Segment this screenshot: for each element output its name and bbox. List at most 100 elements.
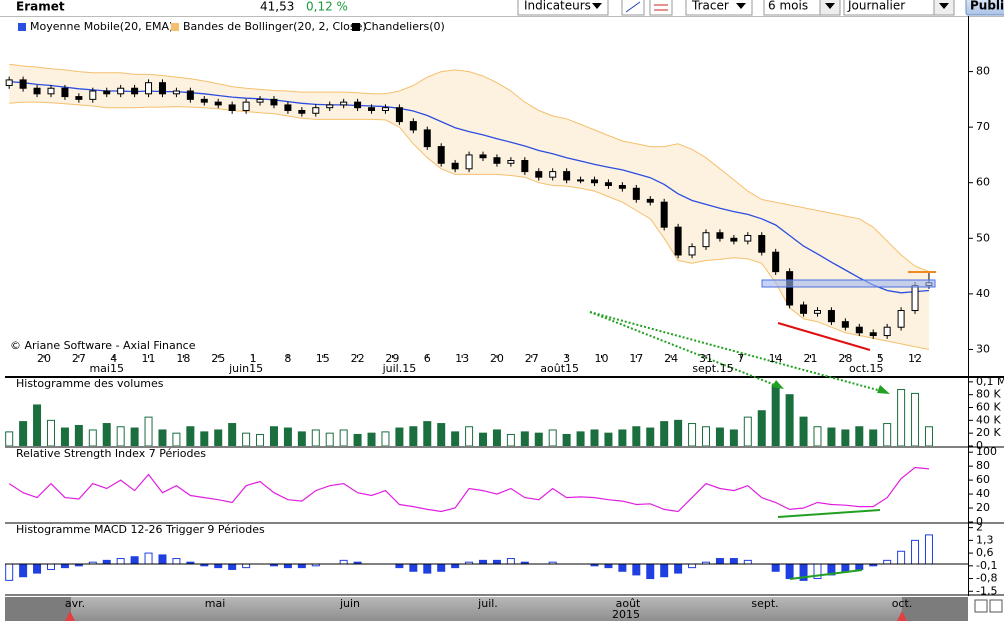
bar — [242, 563, 251, 569]
candle-body — [688, 246, 696, 256]
candle-body — [521, 159, 529, 173]
candle-body — [897, 310, 905, 328]
bar — [423, 421, 432, 446]
candle-body — [395, 107, 403, 123]
bar — [506, 558, 515, 565]
candle-body — [75, 96, 83, 100]
navigator — [5, 597, 1003, 621]
bar — [297, 431, 306, 446]
candle-body — [256, 98, 264, 103]
y-tick-label: 2 — [976, 521, 983, 534]
navigator-month: oct. — [892, 597, 913, 610]
dropdown-arrow — [592, 3, 602, 9]
bar — [883, 423, 892, 446]
bar — [660, 421, 669, 446]
bar — [674, 419, 683, 446]
y-tick-label: 80 — [976, 459, 990, 472]
bar — [785, 563, 794, 580]
bar — [924, 426, 933, 446]
legend-swatch — [171, 23, 179, 31]
panel — [5, 63, 933, 350]
bar — [395, 563, 404, 569]
x-tick-label: 7 — [737, 352, 744, 365]
month-label: août15 — [540, 362, 579, 375]
bar — [743, 416, 752, 446]
candle-body — [618, 185, 626, 189]
bar — [88, 429, 97, 446]
hline-tool[interactable] — [649, 0, 673, 16]
interval-select[interactable]: Journalier — [847, 0, 905, 13]
bar — [353, 433, 362, 446]
bar — [116, 426, 125, 446]
navigator-month: août — [616, 597, 641, 610]
candle-body — [827, 310, 835, 323]
navigator-year: 2015 — [612, 608, 640, 621]
candle-body — [326, 104, 334, 109]
bar — [604, 563, 613, 569]
bar — [897, 389, 906, 446]
y-tick-label: 60 — [976, 473, 990, 486]
bar — [604, 432, 613, 446]
bar — [897, 550, 906, 565]
candle-body — [716, 232, 724, 239]
bar — [367, 432, 376, 446]
candle-body — [591, 179, 599, 184]
panel-title: Histogramme des volumes — [16, 377, 164, 390]
band-upper — [9, 63, 930, 273]
line — [8, 466, 930, 513]
bar — [701, 426, 710, 446]
candle-body — [131, 87, 139, 95]
y-tick-label: 40 K — [976, 413, 1001, 426]
candle-body — [744, 235, 752, 242]
toolbar: Indicateurs Tracer 6 mois Journalier Pub… — [517, 0, 1004, 16]
dropdown[interactable] — [517, 0, 609, 16]
navigator-handle[interactable] — [65, 611, 75, 621]
candle-body — [186, 90, 194, 100]
bar — [339, 429, 348, 446]
bar — [60, 563, 69, 569]
y-tick-label: 0,6 — [976, 546, 994, 559]
bar — [297, 563, 306, 569]
y-tick-label: 60 K — [976, 401, 1001, 414]
dropdown[interactable] — [685, 0, 753, 16]
print-icon[interactable] — [989, 599, 1003, 613]
navigator-bar[interactable] — [5, 597, 968, 621]
publish-label[interactable]: Publi — [970, 0, 1004, 13]
x-tick-label: 25 — [211, 352, 225, 365]
arrow-head — [772, 380, 784, 389]
plots — [5, 63, 968, 581]
bar — [855, 426, 864, 446]
candle-body — [465, 154, 473, 170]
bar — [520, 431, 529, 446]
bar — [715, 558, 724, 565]
bar — [492, 559, 501, 565]
bar — [757, 410, 766, 446]
publish-button[interactable] — [965, 0, 1004, 16]
export-icon[interactable] — [974, 599, 988, 613]
candle-body — [604, 182, 612, 187]
bar — [479, 432, 488, 446]
bar — [130, 427, 139, 446]
bar — [102, 559, 111, 565]
bar — [785, 394, 794, 446]
candle-body — [660, 201, 668, 228]
bar — [116, 558, 125, 565]
candle-body — [841, 321, 849, 328]
rsi-trend-line — [777, 509, 881, 518]
indicators-menu[interactable]: Indicateurs — [524, 0, 591, 13]
bar — [771, 563, 780, 572]
candle-body — [800, 304, 808, 314]
bar — [33, 563, 42, 574]
y-tick-label: -1,5 — [976, 584, 997, 597]
candle-body — [409, 121, 417, 131]
draw-menu[interactable]: Tracer — [691, 0, 729, 13]
price: 41,53 — [260, 0, 294, 14]
candle-body — [911, 285, 919, 312]
navigator-handle[interactable] — [897, 611, 907, 621]
trend-line — [777, 322, 871, 351]
dropdown-arrow — [736, 3, 746, 9]
period-select[interactable]: 6 mois — [768, 0, 808, 13]
bar — [688, 423, 697, 446]
candle-body — [674, 226, 682, 256]
